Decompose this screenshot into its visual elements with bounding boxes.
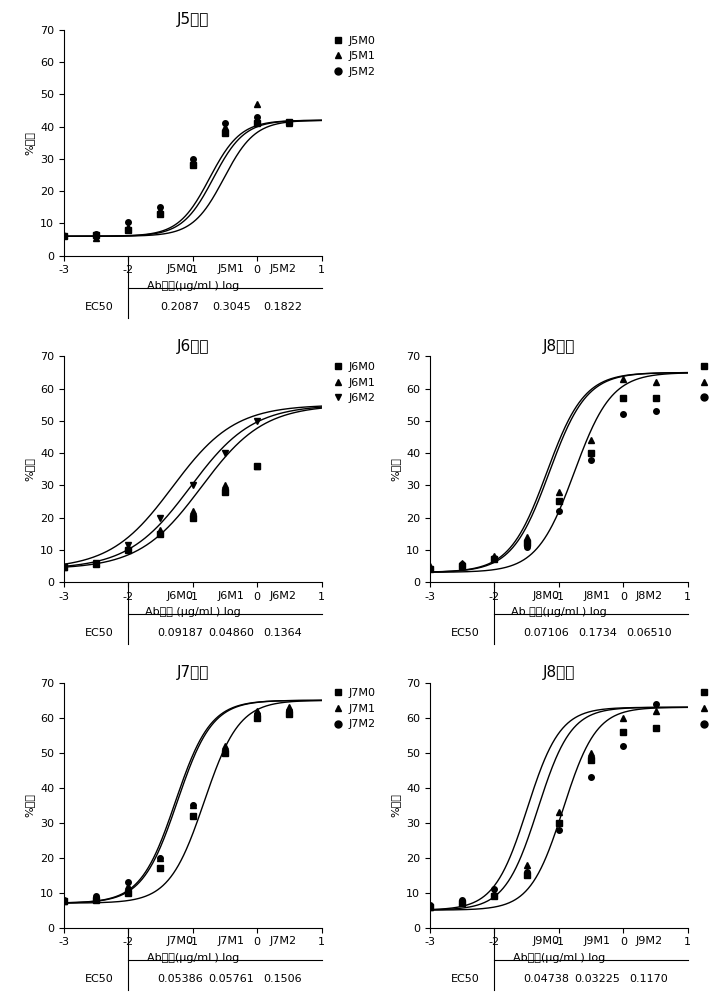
X-axis label: Ab 浓度(μg/mL) log: Ab 浓度(μg/mL) log [511,607,607,617]
Y-axis label: %裂解: %裂解 [24,793,35,817]
Text: 0.1364: 0.1364 [264,628,302,638]
Text: J6M1: J6M1 [218,591,245,601]
Text: 0.06510: 0.06510 [626,628,672,638]
Text: 0.05386: 0.05386 [157,974,203,984]
Text: J5M1: J5M1 [218,264,245,274]
Title: J8变体: J8变体 [542,339,575,354]
Legend: J9M0, J9M1, J9M2: J9M0, J9M1, J9M2 [698,688,709,729]
Text: J9M1: J9M1 [584,936,611,946]
Text: J7M2: J7M2 [269,936,296,946]
Legend: J5M0, J5M1, J5M2: J5M0, J5M1, J5M2 [333,36,376,77]
Text: EC50: EC50 [84,302,113,312]
Legend: J8M0, J8M1, J8M2: J8M0, J8M1, J8M2 [698,362,709,403]
Text: J6M2: J6M2 [269,591,296,601]
X-axis label: Ab浓度 (μg/mL) log: Ab浓度 (μg/mL) log [145,607,240,617]
Text: 0.07106: 0.07106 [523,628,569,638]
Text: 0.1822: 0.1822 [264,302,303,312]
Text: J8M0: J8M0 [532,591,559,601]
Title: J6变体: J6变体 [177,339,209,354]
Text: J5M0: J5M0 [167,264,194,274]
Legend: J6M0, J6M1, J6M2: J6M0, J6M1, J6M2 [333,362,376,403]
Title: J8变体: J8变体 [542,665,575,680]
Text: 0.09187: 0.09187 [157,628,203,638]
Text: EC50: EC50 [450,628,479,638]
Text: 0.3045: 0.3045 [212,302,251,312]
Text: 0.1170: 0.1170 [630,974,669,984]
X-axis label: Ab浓度(μg/mL) log: Ab浓度(μg/mL) log [147,953,239,963]
Text: J9M0: J9M0 [532,936,559,946]
Legend: J7M0, J7M1, J7M2: J7M0, J7M1, J7M2 [333,688,376,729]
Y-axis label: %裂解: %裂解 [24,131,35,155]
Text: J8M1: J8M1 [584,591,611,601]
Text: 0.05761: 0.05761 [208,974,255,984]
Text: 0.2087: 0.2087 [160,302,199,312]
Text: J7M0: J7M0 [167,936,194,946]
Text: 0.1734: 0.1734 [578,628,617,638]
Y-axis label: %裂解: %裂解 [24,457,35,481]
X-axis label: Ab浓度(μg/mL) log: Ab浓度(μg/mL) log [513,953,605,963]
Text: J8M2: J8M2 [635,591,663,601]
Text: 0.1506: 0.1506 [264,974,302,984]
Text: J6M0: J6M0 [167,591,194,601]
Y-axis label: %裂解: %裂解 [391,793,401,817]
Text: 0.03225: 0.03225 [574,974,620,984]
Title: J7变体: J7变体 [177,665,209,680]
Text: J7M1: J7M1 [218,936,245,946]
Text: EC50: EC50 [450,974,479,984]
Title: J5变体: J5变体 [177,12,209,27]
Text: 0.04860: 0.04860 [208,628,255,638]
Text: EC50: EC50 [84,974,113,984]
Text: 0.04738: 0.04738 [523,974,569,984]
X-axis label: Ab浓度(μg/mL) log: Ab浓度(μg/mL) log [147,281,239,291]
Text: J5M2: J5M2 [269,264,296,274]
Text: J9M2: J9M2 [635,936,663,946]
Y-axis label: %裂解: %裂解 [391,457,401,481]
Text: EC50: EC50 [84,628,113,638]
